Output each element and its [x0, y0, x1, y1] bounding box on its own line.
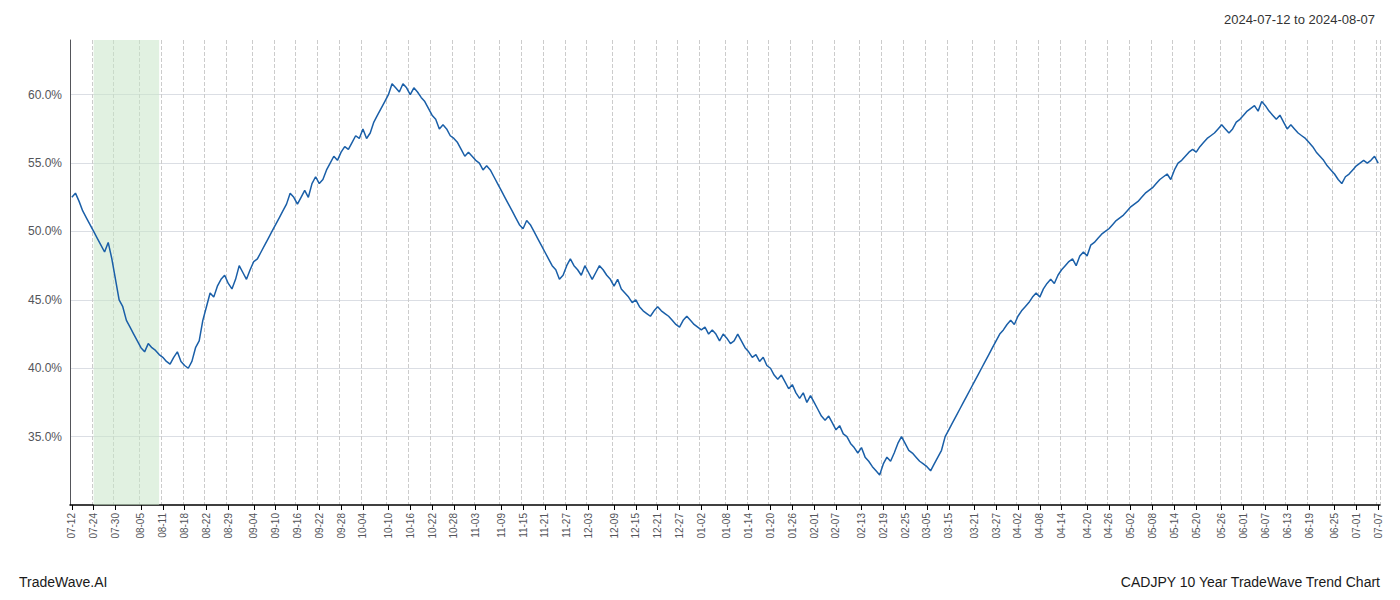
- svg-text:02-19: 02-19: [878, 513, 889, 539]
- svg-text:08-18: 08-18: [179, 513, 190, 539]
- svg-text:CADJPY 10 Year TradeWave Trend: CADJPY 10 Year TradeWave Trend Chart: [1121, 574, 1380, 590]
- svg-text:05-08: 05-08: [1147, 513, 1158, 539]
- svg-text:01-08: 01-08: [721, 513, 732, 539]
- svg-text:09-28: 09-28: [336, 513, 347, 539]
- svg-text:35.0%: 35.0%: [28, 430, 62, 444]
- svg-text:09-10: 09-10: [270, 513, 281, 539]
- svg-text:TradeWave.AI: TradeWave.AI: [19, 574, 107, 590]
- svg-text:07-12: 07-12: [66, 513, 77, 539]
- svg-text:09-22: 09-22: [314, 513, 325, 539]
- svg-text:02-07: 02-07: [830, 513, 841, 539]
- svg-text:11-09: 11-09: [496, 513, 507, 538]
- svg-text:05-26: 05-26: [1216, 513, 1227, 539]
- svg-text:04-14: 04-14: [1056, 513, 1067, 539]
- svg-text:06-07: 06-07: [1260, 513, 1271, 539]
- svg-text:08-29: 08-29: [223, 513, 234, 539]
- svg-text:10-22: 10-22: [427, 513, 438, 539]
- svg-text:06-13: 06-13: [1282, 513, 1293, 539]
- svg-text:05-02: 05-02: [1125, 513, 1136, 539]
- svg-text:04-20: 04-20: [1082, 513, 1093, 539]
- svg-text:11-21: 11-21: [539, 513, 550, 538]
- svg-text:12-09: 12-09: [609, 513, 620, 539]
- svg-text:55.0%: 55.0%: [28, 156, 62, 170]
- svg-text:01-02: 01-02: [696, 513, 707, 539]
- svg-text:06-19: 06-19: [1304, 513, 1315, 539]
- svg-text:03-05: 03-05: [921, 513, 932, 539]
- svg-text:06-25: 06-25: [1329, 513, 1340, 539]
- svg-text:04-26: 04-26: [1103, 513, 1114, 539]
- svg-text:45.0%: 45.0%: [28, 293, 62, 307]
- svg-text:07-24: 07-24: [88, 513, 99, 539]
- svg-text:03-15: 03-15: [943, 513, 954, 539]
- svg-text:12-21: 12-21: [652, 513, 663, 539]
- svg-text:11-27: 11-27: [561, 513, 572, 538]
- svg-text:02-01: 02-01: [809, 513, 820, 539]
- svg-text:08-22: 08-22: [201, 513, 212, 539]
- svg-text:03-27: 03-27: [991, 513, 1002, 539]
- svg-text:12-27: 12-27: [674, 513, 685, 539]
- svg-text:11-03: 11-03: [470, 513, 481, 538]
- svg-text:05-14: 05-14: [1169, 513, 1180, 539]
- svg-text:08-05: 08-05: [135, 513, 146, 539]
- svg-text:07-30: 07-30: [110, 513, 121, 539]
- svg-text:03-21: 03-21: [969, 513, 980, 539]
- svg-text:10-04: 10-04: [357, 513, 368, 539]
- svg-text:02-25: 02-25: [900, 513, 911, 539]
- svg-text:01-14: 01-14: [743, 513, 754, 539]
- svg-text:10-16: 10-16: [405, 513, 416, 539]
- svg-text:04-08: 04-08: [1034, 513, 1045, 539]
- svg-text:04-02: 04-02: [1012, 513, 1023, 539]
- svg-text:2024-07-12 to 2024-08-07: 2024-07-12 to 2024-08-07: [1224, 12, 1375, 27]
- svg-text:06-01: 06-01: [1238, 513, 1249, 539]
- svg-text:09-04: 09-04: [248, 513, 259, 539]
- svg-text:12-15: 12-15: [630, 513, 641, 539]
- svg-text:11-15: 11-15: [518, 513, 529, 538]
- svg-text:08-11: 08-11: [157, 513, 168, 538]
- svg-text:05-20: 05-20: [1191, 513, 1202, 539]
- svg-text:12-03: 12-03: [583, 513, 594, 539]
- svg-text:02-13: 02-13: [856, 513, 867, 539]
- svg-text:10-28: 10-28: [448, 513, 459, 539]
- svg-text:40.0%: 40.0%: [28, 361, 62, 375]
- svg-text:10-10: 10-10: [383, 513, 394, 539]
- svg-text:07-01: 07-01: [1351, 513, 1362, 539]
- svg-text:07-07: 07-07: [1373, 513, 1384, 539]
- svg-text:50.0%: 50.0%: [28, 224, 62, 238]
- svg-text:60.0%: 60.0%: [28, 88, 62, 102]
- svg-text:01-20: 01-20: [765, 513, 776, 539]
- svg-text:09-16: 09-16: [292, 513, 303, 539]
- svg-text:01-26: 01-26: [787, 513, 798, 539]
